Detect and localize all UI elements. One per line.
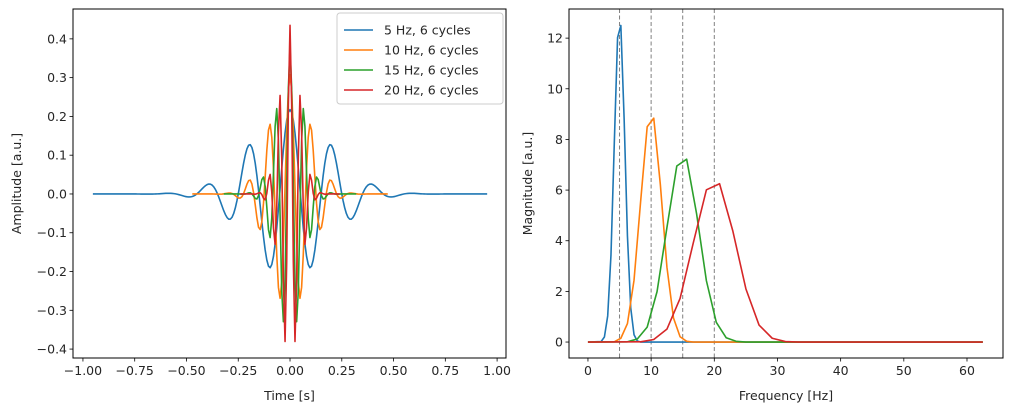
x-tick-label: 60 bbox=[959, 363, 975, 378]
x-tick-label: 10 bbox=[643, 363, 659, 378]
x-tick-label: −1.00 bbox=[64, 363, 102, 378]
y-tick-label: 8 bbox=[555, 132, 563, 147]
x-ticks: −1.00 −0.75 −0.50 −0.25 0.00 0.25 0.50 0.75 1.00 bbox=[64, 358, 511, 378]
x-axis-label: Time [s] bbox=[263, 388, 315, 403]
x-tick-label: 30 bbox=[770, 363, 786, 378]
x-tick-label: −0.50 bbox=[167, 363, 205, 378]
legend-label: 15 Hz, 6 cycles bbox=[384, 63, 479, 78]
x-axis-label: Frequency [Hz] bbox=[739, 388, 833, 403]
wavelet-lines bbox=[92, 24, 488, 343]
y-tick-label: 0 bbox=[555, 335, 563, 350]
y-axis-label: Amplitude [a.u.] bbox=[9, 133, 24, 234]
plot-frame bbox=[72, 8, 507, 359]
legend-entry: 10 Hz, 6 cycles bbox=[344, 43, 479, 58]
y-tick-label: 0.3 bbox=[47, 70, 67, 85]
x-tick-label: 1.00 bbox=[483, 363, 511, 378]
y-tick-label: 4 bbox=[555, 233, 563, 248]
y-tick-label: −0.2 bbox=[37, 264, 67, 279]
wavelet-time-plot: −1.00 −0.75 −0.50 −0.25 0.00 0.25 0.50 0.75 1.00… bbox=[9, 8, 511, 403]
x-tick-label: 20 bbox=[706, 363, 722, 378]
legend-entry: 20 Hz, 6 cycles bbox=[344, 83, 479, 98]
y-tick-label: 0.1 bbox=[47, 148, 67, 163]
legend-label: 10 Hz, 6 cycles bbox=[384, 43, 479, 58]
x-tick-label: 0.50 bbox=[380, 363, 408, 378]
x-tick-label: −0.25 bbox=[219, 363, 257, 378]
y-tick-label: 0.0 bbox=[47, 186, 67, 201]
x-tick-label: −0.75 bbox=[116, 363, 154, 378]
legend-entry: 15 Hz, 6 cycles bbox=[344, 63, 479, 78]
y-tick-label: 2 bbox=[555, 284, 563, 299]
series-line-5hz bbox=[92, 108, 488, 269]
y-tick-label: 0.2 bbox=[47, 109, 67, 124]
x-ticks: 0 10 20 30 40 50 60 bbox=[584, 358, 975, 378]
x-tick-label: 0.00 bbox=[276, 363, 304, 378]
y-tick-label: −0.1 bbox=[37, 225, 67, 240]
legend-box bbox=[336, 12, 504, 105]
legend-entry: 5 Hz, 6 cycles bbox=[344, 23, 471, 38]
y-ticks: −0.4 −0.3 −0.2 −0.1 0.0 0.1 0.2 0.3 0.4 bbox=[37, 31, 73, 357]
x-tick-label: 0 bbox=[584, 363, 592, 378]
spectrum-line-15hz bbox=[587, 158, 983, 343]
series-line-20hz bbox=[240, 24, 340, 343]
x-tick-label: 40 bbox=[833, 363, 849, 378]
spectrum-line-10hz bbox=[587, 117, 983, 343]
x-tick-label: 0.25 bbox=[328, 363, 356, 378]
y-tick-label: 12 bbox=[547, 31, 563, 46]
legend-label: 5 Hz, 6 cycles bbox=[384, 23, 471, 38]
y-ticks: 0 2 4 6 8 10 12 bbox=[547, 31, 569, 350]
legend-label: 20 Hz, 6 cycles bbox=[384, 83, 479, 98]
x-tick-label: 50 bbox=[896, 363, 912, 378]
y-tick-label: 6 bbox=[555, 183, 563, 198]
y-tick-label: 10 bbox=[547, 81, 563, 96]
y-tick-label: 0.4 bbox=[47, 31, 67, 46]
spectrum-line-20hz bbox=[587, 182, 983, 343]
spectrum-plot: 0 10 20 30 40 50 60 0 2 4 6 8 10 12 Frequency [Hz] M… bbox=[520, 8, 1004, 403]
spectrum-lines bbox=[587, 24, 983, 343]
y-tick-label: −0.3 bbox=[37, 303, 67, 318]
y-axis-label: Magnitude [a.u.] bbox=[520, 132, 535, 235]
plot-frame bbox=[568, 8, 1004, 359]
y-tick-label: −0.4 bbox=[37, 342, 67, 357]
x-tick-label: 0.75 bbox=[431, 363, 459, 378]
legend: 5 Hz, 6 cycles 10 Hz, 6 cycles 15 Hz, 6 … bbox=[336, 12, 504, 105]
